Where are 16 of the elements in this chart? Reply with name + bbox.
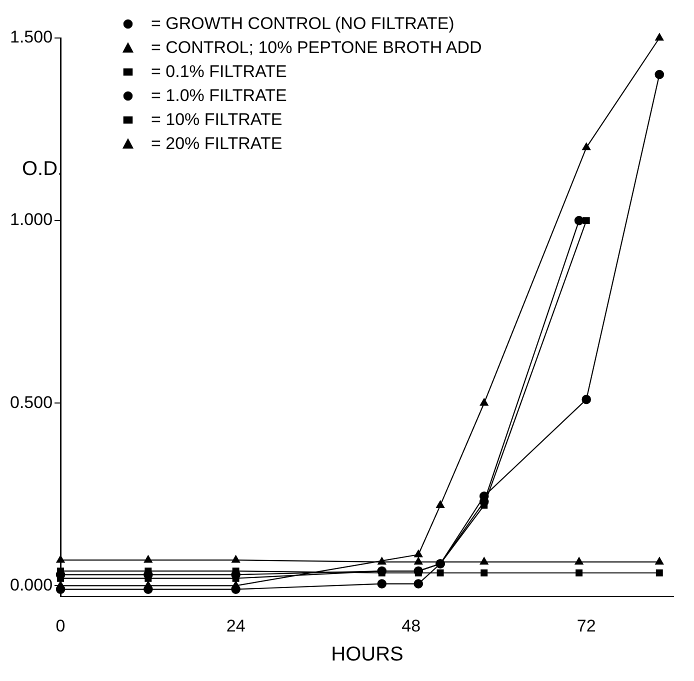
x-tick-label: 72 (576, 616, 596, 636)
legend-label: = 10% FILTRATE (151, 109, 282, 131)
legend-label: = CONTROL; 10% PEPTONE BROTH ADD (151, 37, 482, 59)
legend-label: = 0.1% FILTRATE (151, 61, 287, 83)
y-tick-label: 0.000 (10, 575, 53, 594)
x-tick-label: 0 (56, 616, 66, 636)
y-tick-label: 0.500 (10, 392, 53, 412)
legend-label: = GROWTH CONTROL (NO FILTRATE) (151, 13, 454, 35)
legend-label: = 20% FILTRATE (151, 133, 282, 155)
x-axis-title: HOURS (331, 644, 404, 666)
x-tick-label: 24 (226, 616, 246, 636)
legend-label: = 1.0% FILTRATE (151, 85, 287, 107)
y-tick-label: 1.500 (10, 28, 53, 47)
y-tick-label: 1.000 (10, 210, 53, 230)
x-tick-label: 48 (402, 616, 421, 636)
y-axis-title: O.D. (22, 158, 64, 181)
